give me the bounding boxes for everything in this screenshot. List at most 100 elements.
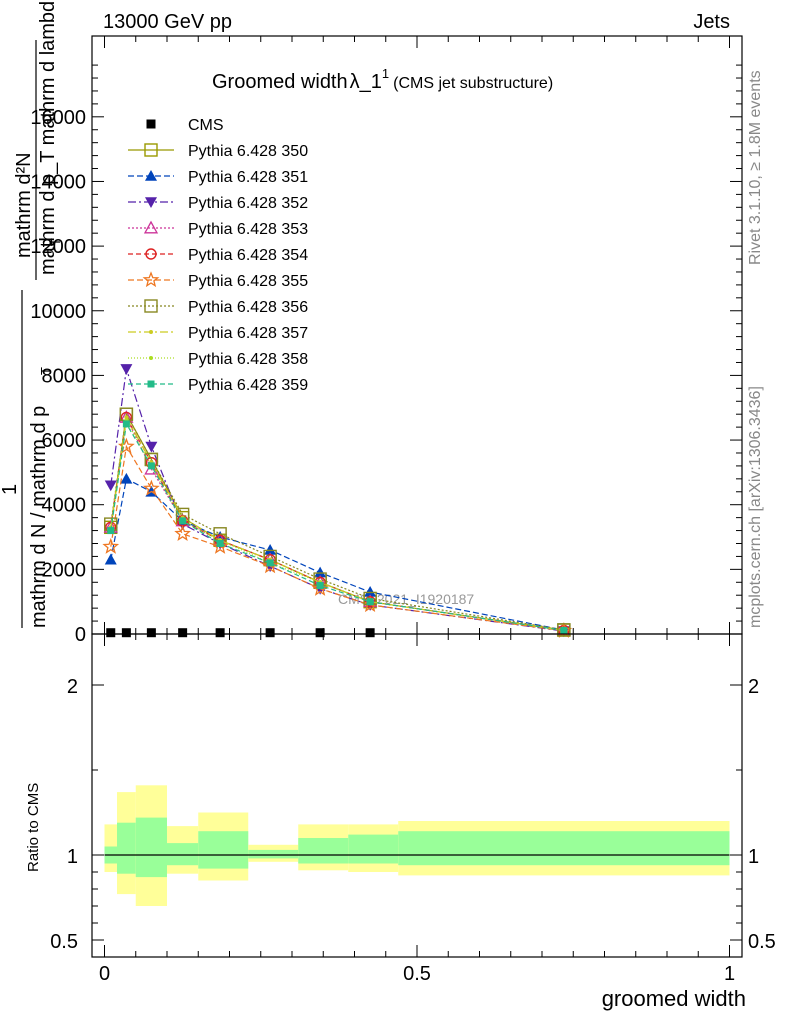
- legend-label: Pythia 6.428 358: [188, 351, 308, 368]
- rivet-label: Rivet 3.1.10, ≥ 1.8M events: [747, 70, 764, 265]
- ratio-y-tick-label-right: 1: [748, 846, 759, 868]
- data-point: [364, 585, 377, 597]
- title-main: Groomed width: [212, 71, 348, 93]
- ratio-ylabel: Ratio to CMS: [25, 783, 42, 872]
- legend-entry: Pythia 6.428 357: [128, 325, 308, 342]
- series-line: [110, 477, 565, 631]
- legend-marker: [143, 220, 159, 234]
- data-point: [143, 479, 160, 496]
- y-tick-label: 6000: [42, 430, 87, 452]
- legend-marker: [145, 197, 157, 208]
- title-symbol: λ_1: [350, 71, 382, 93]
- series-line: [110, 415, 564, 631]
- series-line: [110, 412, 564, 631]
- series-line: [110, 422, 564, 631]
- y-tick-label: 14000: [30, 171, 86, 193]
- legend-entry: Pythia 6.428 358: [128, 351, 308, 368]
- legend-marker: [149, 356, 153, 360]
- data-point: [365, 628, 375, 638]
- data-point: [120, 364, 133, 375]
- x-tick-label: 1: [724, 963, 735, 985]
- y-tick-label: 10000: [30, 301, 86, 323]
- ratio-band-inner: [298, 838, 349, 864]
- mcplots-label: mcplots.cern.ch [arXiv:1306.3436]: [747, 386, 764, 628]
- data-point: [121, 628, 131, 638]
- data-point: [117, 437, 135, 454]
- title-superscript: 1: [382, 66, 389, 81]
- data-point: [106, 628, 116, 638]
- ratio-y-tick-label-right: 0.5: [748, 931, 776, 953]
- legend-entry: Pythia 6.428 356: [128, 299, 308, 316]
- data-point: [178, 628, 188, 638]
- x-tick-label: 0.5: [403, 963, 431, 985]
- legend-entry: Pythia 6.428 359: [128, 377, 308, 394]
- data-point: [265, 628, 275, 638]
- y-tick-label: 2000: [42, 559, 87, 581]
- y-tick-label: 16000: [30, 107, 86, 129]
- ratio-y-tick-label: 2: [67, 676, 78, 698]
- upper-ylabel: mathrm d²N mathrm d p_T mathrm d lambda …: [0, 0, 63, 628]
- y-tick-label: 8000: [42, 365, 87, 387]
- ratio-band-inner: [117, 822, 136, 874]
- legend-entry: Pythia 6.428 354: [128, 247, 308, 264]
- y-tick-label: 4000: [42, 495, 87, 517]
- legend-marker: [145, 248, 157, 260]
- ratio-band-inner: [248, 849, 299, 859]
- ratio-y-tick-label: 1: [67, 846, 78, 868]
- data-point: [315, 628, 325, 638]
- legend-marker: [147, 380, 155, 388]
- data-point: [145, 441, 158, 453]
- ylabel-prefix-num: 1: [0, 484, 21, 495]
- ratio-plot: 0 0.5 1 0.5 0.5 1 1 2 2: [50, 633, 776, 985]
- ylabel-prefix-sub: T: [38, 367, 53, 375]
- data-point: [107, 527, 115, 535]
- ratio-y-tick-label-right: 2: [748, 676, 759, 698]
- legend-marker: [144, 143, 158, 157]
- data-point: [261, 557, 279, 574]
- ratio-band-inner: [167, 843, 199, 866]
- data-point: [147, 462, 155, 470]
- data-point: [146, 628, 156, 638]
- y-tick-label: 12000: [30, 236, 86, 258]
- legend-entry: Pythia 6.428 353: [128, 220, 308, 238]
- legend-label: Pythia 6.428 351: [188, 169, 308, 186]
- ratio-band-inner: [135, 817, 167, 878]
- legend-entry: CMS: [146, 117, 224, 134]
- legend-entry: Pythia 6.428 352: [128, 195, 308, 212]
- data-point: [120, 472, 133, 484]
- legend-label: Pythia 6.428 359: [188, 377, 308, 394]
- data-point: [266, 559, 274, 567]
- data-point: [174, 524, 192, 541]
- legend-label: Pythia 6.428 357: [188, 325, 308, 342]
- data-point: [264, 543, 277, 555]
- legend-entry: Pythia 6.428 355: [128, 271, 308, 290]
- data-point: [122, 420, 130, 428]
- data-point: [366, 598, 374, 606]
- series-pythia-6-428-351: [104, 472, 570, 635]
- ylabel-denominator-sub: T: [48, 238, 63, 246]
- legend-label: Pythia 6.428 356: [188, 299, 308, 316]
- legend-marker: [145, 170, 157, 181]
- data-point: [311, 579, 329, 596]
- series-pythia-6-428-359: [107, 420, 568, 634]
- y-tick-label: 0: [75, 624, 86, 646]
- data-point: [211, 537, 229, 554]
- data-point: [216, 539, 224, 547]
- series-cms: [106, 628, 375, 638]
- data-point: [314, 566, 327, 578]
- data-point: [102, 537, 120, 554]
- ratio-frame: [91, 633, 743, 958]
- ylabel-denominator: mathrm d p_T mathrm d lambda: [37, 0, 59, 275]
- legend: CMS Pythia 6.428 350 Pythia 6.428 351 Pythi…: [128, 117, 308, 394]
- legend-entry: Pythia 6.428 350: [128, 143, 308, 160]
- legend-marker: [142, 271, 160, 288]
- legend-label: Pythia 6.428 355: [188, 273, 308, 290]
- legend-label: Pythia 6.428 353: [188, 221, 308, 238]
- chart-title: Groomed width λ_11 (CMS jet substructure): [212, 66, 553, 93]
- data-point: [557, 623, 571, 637]
- data-point: [215, 628, 225, 638]
- legend-label: Pythia 6.428 352: [188, 195, 308, 212]
- ratio-band-inner: [198, 831, 249, 869]
